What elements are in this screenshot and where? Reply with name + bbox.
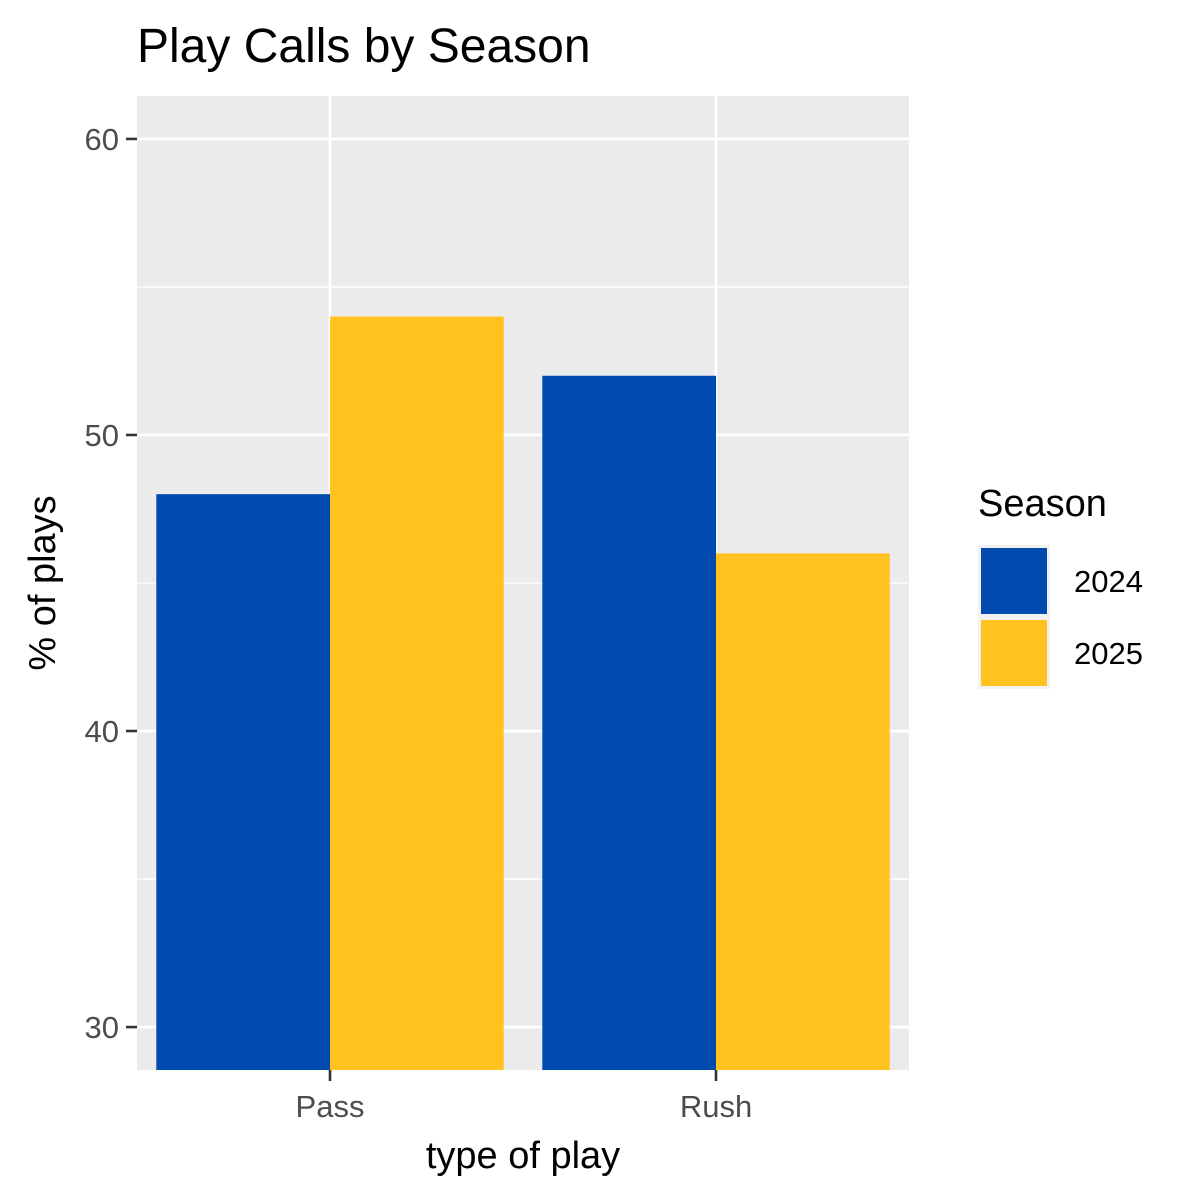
bar-rush-2025	[716, 553, 890, 1070]
chart-title: Play Calls by Season	[137, 20, 591, 73]
bar-pass-2025	[330, 316, 504, 1070]
x-tick-label: Rush	[680, 1089, 752, 1124]
bar-rush-2024	[542, 375, 716, 1070]
y-axis: 30 40 50 60	[85, 122, 137, 1045]
y-tick-label: 40	[85, 714, 119, 749]
legend: Season 2024 2025	[978, 483, 1143, 689]
legend-title: Season	[978, 483, 1107, 525]
legend-key-2025	[981, 620, 1047, 686]
legend-label-2024: 2024	[1074, 564, 1143, 599]
y-tick-label: 50	[85, 418, 119, 453]
x-axis: Pass Rush	[296, 1070, 752, 1124]
bars-group	[156, 316, 890, 1070]
legend-key-2024	[981, 548, 1047, 614]
x-axis-title: type of play	[426, 1135, 620, 1177]
y-tick-label: 60	[85, 122, 119, 157]
legend-label-2025: 2025	[1074, 636, 1143, 671]
y-axis-title: % of plays	[22, 495, 64, 670]
y-tick-label: 30	[85, 1010, 119, 1045]
x-tick-label: Pass	[296, 1089, 365, 1124]
bar-pass-2024	[156, 494, 330, 1070]
